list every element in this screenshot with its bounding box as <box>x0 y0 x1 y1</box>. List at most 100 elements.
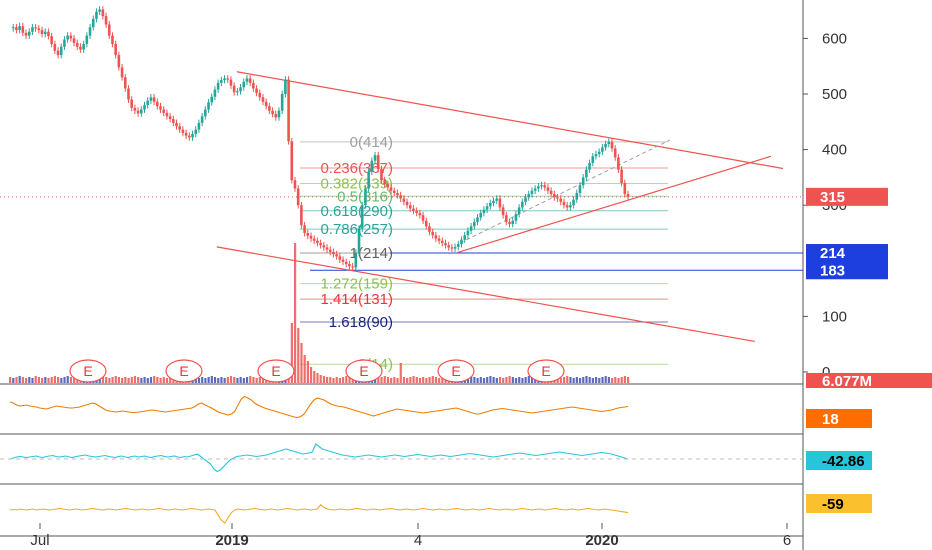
volume-bar <box>204 378 207 383</box>
volume-bar <box>530 377 534 383</box>
candle-body <box>581 177 585 186</box>
volume-bar <box>226 377 229 383</box>
earnings-marker[interactable] <box>437 359 475 383</box>
price-badge-label: 183 <box>820 262 845 279</box>
candle-body <box>431 231 434 236</box>
candle-body <box>553 194 556 198</box>
volume-bar <box>309 367 313 383</box>
volume-bar <box>428 377 431 383</box>
volume-bar <box>601 377 604 383</box>
candle-body <box>473 221 476 227</box>
candle-body <box>37 28 41 31</box>
volume-bar <box>498 377 502 383</box>
candle-body <box>332 251 335 255</box>
grid <box>0 0 804 550</box>
candle-body <box>47 31 50 37</box>
candle-body <box>521 201 524 208</box>
candle-body <box>476 217 479 222</box>
candle-body <box>517 207 521 215</box>
candle-body <box>511 220 515 225</box>
candle-body <box>418 212 422 216</box>
candle-body <box>181 129 185 133</box>
volume-bar <box>386 377 390 383</box>
candle-body <box>370 160 374 172</box>
candle-body <box>341 259 345 262</box>
volume-bar <box>425 378 428 383</box>
earnings-marker[interactable] <box>165 359 203 383</box>
earnings-marker-label: E <box>271 363 280 379</box>
earnings-marker[interactable] <box>527 359 565 383</box>
earnings-marker-label: E <box>359 363 368 379</box>
volume-bar <box>34 376 37 383</box>
candle-body <box>53 43 57 51</box>
volume-bar <box>60 378 63 383</box>
candle-body <box>575 192 579 200</box>
candle-body <box>543 185 547 188</box>
indicator-badge-label: 18 <box>822 411 839 428</box>
candle-body <box>530 190 534 195</box>
candle-body <box>437 238 441 241</box>
candle-body <box>578 185 582 193</box>
volume-bar <box>511 377 514 383</box>
candle-body <box>312 238 316 241</box>
projection-dashed-line <box>459 139 671 244</box>
volume-bar <box>159 378 162 383</box>
volume-bar <box>297 328 300 383</box>
fib-level-label: 0.786(257) <box>320 221 393 238</box>
candle-body <box>485 206 489 210</box>
volume-bar <box>476 378 479 383</box>
candle-body <box>43 31 47 34</box>
volume-bar <box>201 377 204 383</box>
volume-bar <box>406 378 409 383</box>
candle-body <box>133 107 137 111</box>
earnings-marker[interactable] <box>69 359 107 383</box>
volume-bar <box>313 371 316 383</box>
candle-body <box>623 182 627 195</box>
candle-body <box>127 88 130 100</box>
volume-badge-label: 6.077M <box>822 373 872 390</box>
candle-body <box>300 205 303 226</box>
volume-bar <box>15 377 18 383</box>
indicator-line <box>9 443 629 473</box>
earnings-marker[interactable] <box>257 359 295 383</box>
candle-body <box>399 195 402 199</box>
candle-body <box>239 87 242 92</box>
volume-bar <box>213 377 217 383</box>
volume-bar <box>316 373 319 383</box>
earnings-marker-label: E <box>541 363 550 379</box>
volume-bar <box>518 377 521 383</box>
volume-bar <box>9 377 12 383</box>
volume-bar <box>422 377 425 383</box>
candle-body <box>165 112 169 117</box>
candle-body <box>242 81 246 88</box>
volume-bar <box>207 377 210 383</box>
volume-bar <box>66 376 69 383</box>
candle-body <box>463 235 466 240</box>
volume-bar <box>569 377 572 383</box>
volume-bar <box>559 378 562 383</box>
volume-bar <box>412 376 415 383</box>
candle-body <box>389 187 393 191</box>
candle-body <box>98 9 101 12</box>
volume-bar <box>473 377 476 383</box>
candle-body <box>569 205 572 208</box>
volume-bar <box>255 378 258 383</box>
volume-bar <box>607 377 610 383</box>
candle-body <box>252 82 255 89</box>
candle-body <box>469 226 473 231</box>
volume-bar <box>604 376 607 383</box>
candle-body <box>66 35 69 40</box>
candle-body <box>492 200 495 203</box>
volume-bar <box>50 377 53 383</box>
candle-body <box>344 261 348 265</box>
upper-trendline <box>236 71 784 170</box>
candle-body <box>85 35 89 44</box>
volume-bar <box>505 377 508 383</box>
indicator-badge <box>806 451 872 470</box>
candle-body <box>188 135 191 138</box>
volume-bar <box>585 376 588 383</box>
candle-body <box>194 129 198 135</box>
earnings-marker[interactable] <box>345 359 383 383</box>
volume-bar <box>229 376 233 383</box>
